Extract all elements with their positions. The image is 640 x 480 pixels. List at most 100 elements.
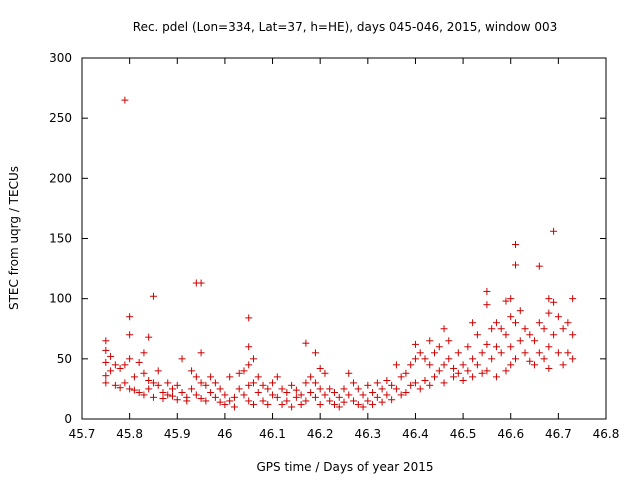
data-point: [488, 355, 496, 363]
data-point: [459, 361, 467, 369]
data-point: [378, 385, 386, 393]
data-point: [540, 355, 548, 363]
data-point: [235, 369, 243, 377]
data-point: [402, 369, 410, 377]
data-point: [145, 376, 153, 384]
data-point: [511, 355, 519, 363]
data-point: [240, 391, 248, 399]
y-tick-label: 300: [49, 51, 72, 65]
data-point: [440, 361, 448, 369]
data-point: [359, 403, 367, 411]
data-point: [211, 393, 219, 401]
data-point: [140, 391, 148, 399]
data-point: [102, 372, 110, 380]
data-point: [302, 339, 310, 347]
data-point: [130, 386, 138, 394]
data-point: [511, 261, 519, 269]
data-point: [273, 393, 281, 401]
data-point: [411, 355, 419, 363]
data-point: [340, 385, 348, 393]
data-point: [135, 358, 143, 366]
data-point: [264, 401, 272, 409]
data-point: [378, 398, 386, 406]
data-point: [278, 401, 286, 409]
data-point: [383, 376, 391, 384]
data-point: [450, 373, 458, 381]
data-point: [554, 313, 562, 321]
data-point: [121, 379, 129, 387]
data-point: [545, 295, 553, 303]
data-point: [140, 369, 148, 377]
data-point: [249, 401, 257, 409]
data-point: [392, 361, 400, 369]
data-point: [383, 391, 391, 399]
data-series-stec: [102, 96, 577, 411]
data-point: [269, 391, 277, 399]
data-point: [216, 398, 224, 406]
data-point: [473, 331, 481, 339]
data-point: [283, 397, 291, 405]
x-tick-label: 45.9: [164, 427, 191, 441]
data-point: [483, 367, 491, 375]
data-point: [202, 381, 210, 389]
y-axis: 0 50 100 150 200 250 300: [49, 51, 606, 426]
data-point: [269, 379, 277, 387]
data-point: [202, 397, 210, 405]
data-point: [511, 319, 519, 327]
data-point: [207, 389, 215, 397]
data-point: [407, 361, 415, 369]
data-point: [111, 381, 119, 389]
data-point: [450, 364, 458, 372]
data-point: [178, 389, 186, 397]
data-point: [402, 389, 410, 397]
data-point: [426, 337, 434, 345]
data-point: [102, 346, 110, 354]
data-point: [502, 367, 510, 375]
data-point: [245, 397, 253, 405]
data-point: [178, 355, 186, 363]
data-point: [221, 391, 229, 399]
data-point: [145, 333, 153, 341]
data-point: [102, 337, 110, 345]
data-point: [111, 361, 119, 369]
data-point: [283, 389, 291, 397]
data-point: [521, 349, 529, 357]
data-point: [550, 298, 558, 306]
data-point: [407, 381, 415, 389]
data-point: [126, 355, 134, 363]
data-point: [550, 331, 558, 339]
data-point: [226, 373, 234, 381]
data-point: [197, 349, 205, 357]
y-tick-label: 100: [49, 292, 72, 306]
data-point: [492, 319, 500, 327]
data-point: [130, 373, 138, 381]
data-point: [569, 295, 577, 303]
data-point: [259, 381, 267, 389]
data-point: [469, 319, 477, 327]
data-point: [507, 295, 515, 303]
data-point: [121, 96, 129, 104]
y-tick-label: 0: [64, 412, 72, 426]
data-point: [416, 349, 424, 357]
data-point: [316, 401, 324, 409]
y-axis-label: STEC from uqrg / TECUs: [7, 166, 21, 310]
data-point: [145, 385, 153, 393]
x-tick-label: 45.8: [116, 427, 143, 441]
data-point: [521, 325, 529, 333]
data-point: [226, 397, 234, 405]
data-point: [116, 364, 124, 372]
data-point: [397, 391, 405, 399]
data-point: [431, 349, 439, 357]
data-point: [359, 391, 367, 399]
data-point: [159, 389, 167, 397]
data-point: [507, 343, 515, 351]
data-point: [107, 367, 115, 375]
data-point: [392, 385, 400, 393]
data-point: [354, 401, 362, 409]
data-point: [140, 349, 148, 357]
data-point: [254, 373, 262, 381]
data-point: [531, 361, 539, 369]
data-point: [483, 301, 491, 309]
data-point: [107, 352, 115, 360]
